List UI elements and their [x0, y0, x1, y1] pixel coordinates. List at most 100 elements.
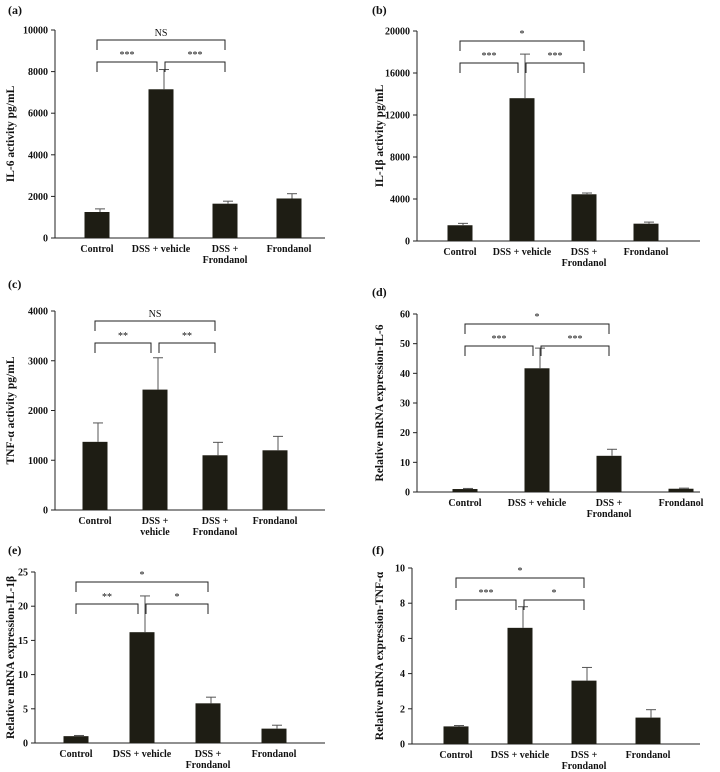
y-tick-label: 0 [405, 488, 410, 499]
bar [195, 703, 221, 743]
bar [596, 455, 622, 492]
x-category-label: Frondanol [193, 527, 238, 538]
significance-bracket [164, 61, 226, 72]
significance-label: NS [149, 309, 162, 320]
significance-label: *** [120, 50, 135, 61]
bar [452, 489, 478, 492]
x-category-label: DSS + vehicle [493, 247, 552, 258]
chart-panel-1: (a) 0 2000 4000 6000 8000 10000 IL-6 activity p… [5, 3, 325, 266]
x-category-label: DSS + [571, 750, 598, 761]
x-category-label: Frondanol [252, 749, 297, 760]
bar [524, 368, 550, 492]
significance-label: * [140, 570, 145, 581]
panel-label: (e) [8, 543, 21, 557]
y-tick-label: 8000 [390, 153, 410, 164]
x-category-label: Frondanol [267, 244, 312, 255]
x-category-label: DSS + [142, 516, 169, 527]
y-tick-label: 6000 [28, 109, 48, 120]
bar [507, 627, 533, 744]
panel-label: (d) [372, 285, 387, 299]
y-tick-label: 10 [18, 670, 28, 681]
y-tick-label: 2 [400, 704, 405, 715]
y-tick-label: 60 [400, 310, 410, 321]
chart-panel-2: (b) 0 4000 8000 12000 16000 20000 IL-1β activit… [372, 3, 700, 269]
significance-label: *** [482, 51, 497, 62]
x-category-label: vehicle [140, 527, 170, 538]
x-category-label: Control [78, 516, 111, 527]
bar [63, 736, 89, 743]
significance-label: *** [492, 334, 507, 345]
bar [509, 98, 535, 241]
bar [129, 632, 155, 743]
x-category-label: DSS + vehicle [491, 750, 550, 761]
bar [571, 680, 597, 744]
y-tick-label: 20 [18, 602, 28, 613]
bar [276, 198, 302, 238]
panel-label: (c) [8, 277, 21, 291]
y-tick-label: 4000 [28, 150, 48, 161]
bar [261, 728, 287, 743]
significance-label: ** [102, 592, 112, 603]
y-tick-label: 25 [18, 568, 28, 579]
significance-bracket [455, 577, 585, 588]
significance-bracket [525, 62, 585, 73]
x-category-label: Frondanol [624, 247, 669, 258]
x-category-label: Frondanol [562, 761, 607, 772]
bar [571, 194, 597, 241]
significance-label: * [518, 566, 523, 577]
chart-panel-4: (d) 0 10 20 30 40 50 60 Relative mRNA expression… [372, 285, 704, 520]
y-tick-label: 2000 [28, 192, 48, 203]
significance-label: *** [479, 588, 494, 599]
y-axis-label: Relative mRNA expression-IL-1β [5, 576, 17, 739]
y-tick-label: 20000 [385, 27, 410, 38]
y-tick-label: 8000 [28, 67, 48, 78]
bar [84, 212, 110, 238]
y-tick-label: 8 [400, 599, 405, 610]
x-category-label: Control [443, 247, 476, 258]
significance-label: *** [568, 334, 583, 345]
bar [447, 225, 473, 241]
significance-label: * [552, 588, 557, 599]
significance-bracket [455, 599, 517, 610]
significance-label: NS [155, 28, 168, 39]
x-category-label: Frondanol [253, 516, 298, 527]
significance-label: *** [548, 51, 563, 62]
chart-panel-3: (c) 0 1000 2000 3000 4000 TNF-α activity pg/mL… [5, 277, 325, 538]
significance-label: * [535, 312, 540, 323]
y-tick-label: 50 [400, 339, 410, 350]
y-tick-label: 4 [400, 669, 405, 680]
x-category-label: DSS + [195, 749, 222, 760]
y-tick-label: 5 [23, 704, 28, 715]
y-tick-label: 20 [400, 428, 410, 439]
panel-label: (b) [372, 3, 387, 17]
bar [443, 726, 469, 744]
bar [148, 89, 174, 238]
y-tick-label: 0 [43, 234, 48, 245]
y-tick-label: 10 [395, 564, 405, 575]
significance-label: * [520, 29, 525, 40]
significance-bracket [459, 40, 585, 51]
y-axis-label: IL-1β activity pg/mL [374, 84, 386, 187]
significance-bracket [75, 581, 209, 592]
y-tick-label: 0 [400, 740, 405, 751]
significance-label: * [175, 592, 180, 603]
y-tick-label: 10 [400, 458, 410, 469]
x-category-label: DSS + vehicle [132, 244, 191, 255]
y-tick-label: 0 [23, 739, 28, 750]
y-tick-label: 40 [400, 369, 410, 380]
significance-bracket [540, 345, 610, 356]
y-tick-label: 4000 [28, 307, 48, 318]
significance-bracket [94, 342, 152, 353]
bar [82, 441, 108, 510]
panel-label: (a) [8, 3, 22, 17]
y-tick-label: 0 [405, 237, 410, 248]
significance-bracket [145, 603, 209, 614]
significance-bracket [459, 62, 519, 73]
x-category-label: DSS + vehicle [508, 498, 567, 509]
bar [142, 389, 168, 510]
bar [668, 488, 694, 492]
bar [633, 223, 659, 241]
x-category-label: Frondanol [587, 509, 632, 520]
bar [262, 450, 288, 510]
